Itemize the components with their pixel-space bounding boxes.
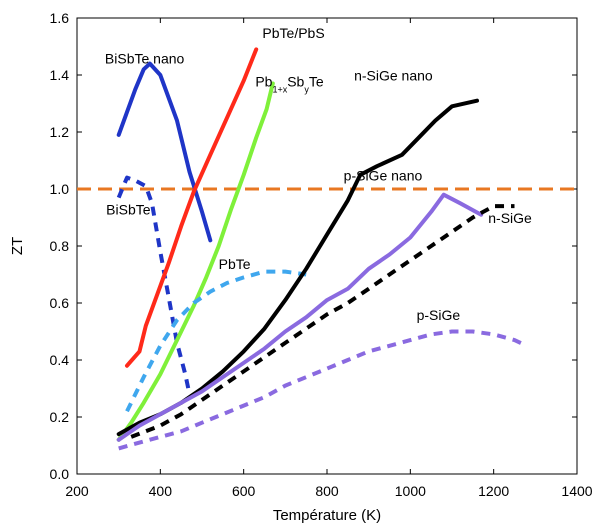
series-line-pb1-xsbyte: [116, 81, 275, 442]
y-tick-label: 1.6: [50, 10, 70, 26]
x-tick-label: 200: [65, 483, 89, 499]
y-tick-label: 1.4: [50, 67, 70, 83]
series-line-n-sige-nano: [116, 98, 479, 437]
y-tick-label: 1.2: [50, 124, 70, 140]
ticks: 200 400 600 800 1000 1200 1400 0.0 0.2 0.4 0.6 0.8 1…: [50, 10, 593, 499]
annotation-bisbte-nano: BiSbTe nano: [105, 51, 185, 67]
y-tick-label: 0.0: [50, 466, 70, 482]
x-tick-label: 800: [315, 483, 339, 499]
series-group: [116, 47, 528, 451]
annotation-pbte: Pb1+xSbyTe: [255, 73, 324, 94]
y-tick-label: 0.8: [50, 238, 70, 254]
y-tick-label: 1.0: [50, 181, 70, 197]
annotation-bisbte: BiSbTe: [106, 202, 151, 218]
annotations-group: BiSbTe nano BiSbTe PbTe/PbS Pb1+xSbyTe PbTe n…: [105, 25, 532, 323]
annotation-p-sige: p-SiGe: [417, 307, 461, 323]
annotation-n-sige: n-SiGe: [488, 210, 532, 226]
annotation-p-sige-nano: p-SiGe nano: [344, 167, 423, 183]
annotation-n-sige-nano: n-SiGe nano: [354, 68, 433, 84]
y-axis-title: ZT: [9, 237, 26, 255]
y-tick-label: 0.2: [50, 409, 70, 425]
series-line-n-sige: [130, 204, 515, 439]
y-tick-label: 0.6: [50, 295, 70, 311]
series-line-pbte: [125, 269, 307, 413]
x-tick-label: 1400: [561, 483, 592, 499]
x-tick-label: 1000: [395, 483, 426, 499]
plot-frame: [76, 17, 578, 475]
y-tick-label: 0.4: [50, 352, 70, 368]
x-tick-label: 1200: [478, 483, 509, 499]
x-tick-label: 400: [149, 483, 173, 499]
x-axis-title: Température (K): [273, 507, 381, 524]
series-line-bisbte: [116, 175, 192, 395]
series-line-p-sige: [118, 329, 528, 451]
annotation-pbte-pbs: PbTe/PbS: [262, 25, 324, 41]
series-line-pbte-pbs: [125, 47, 259, 368]
x-tick-label: 600: [232, 483, 256, 499]
series-line-p-sige-nano: [116, 192, 484, 442]
annotation-pbte: PbTe: [219, 256, 251, 272]
